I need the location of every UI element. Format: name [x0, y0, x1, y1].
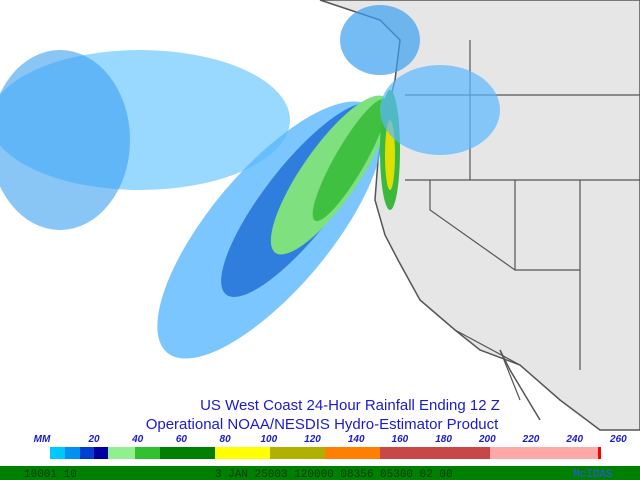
rain-area [312, 98, 388, 222]
status-left: 10001 10 [24, 469, 77, 480]
colorbar [50, 447, 601, 459]
color-swatch [108, 447, 135, 459]
colorbar-unit: MM [34, 434, 51, 445]
map-subtitle: Operational NOAA/NESDIS Hydro-Estimator … [146, 416, 499, 433]
color-swatch [598, 447, 601, 459]
colorbar-label: 140 [348, 434, 365, 445]
color-swatch [94, 447, 108, 459]
color-swatch [80, 447, 94, 459]
color-swatch [380, 447, 490, 459]
map-title: US West Coast 24-Hour Rainfall Ending 12… [200, 397, 500, 414]
status-bar [0, 466, 640, 480]
status-middle: 3 JAN 25003 120000 08356 05300 02 00 [215, 469, 453, 480]
colorbar-label: 240 [565, 434, 583, 445]
colorbar-label: 260 [609, 434, 627, 445]
colorbar-label: 40 [131, 434, 144, 445]
color-swatch [135, 447, 160, 459]
colorbar-label: 20 [87, 434, 100, 445]
rain-area [380, 65, 500, 155]
color-swatch [270, 447, 325, 459]
color-swatch [215, 447, 270, 459]
color-swatch [160, 447, 215, 459]
color-swatch [50, 447, 65, 459]
colorbar-label: 160 [392, 434, 409, 445]
colorbar-label: 180 [435, 434, 452, 445]
color-swatch [490, 447, 598, 459]
rain-area [0, 50, 130, 230]
colorbar-label: 60 [176, 434, 188, 445]
rain-area [385, 120, 395, 190]
colorbar-label: 200 [478, 434, 496, 445]
colorbar-label: 220 [522, 434, 540, 445]
colorbar-label: 80 [220, 434, 232, 445]
color-swatch [325, 447, 380, 459]
status-right: McIDAS [573, 469, 613, 480]
rain-area [340, 5, 420, 75]
baja [499, 349, 541, 421]
rainfall [0, 5, 500, 359]
color-swatch [65, 447, 80, 459]
colorbar-label: 120 [304, 434, 321, 445]
colorbar-label: 100 [260, 434, 277, 445]
